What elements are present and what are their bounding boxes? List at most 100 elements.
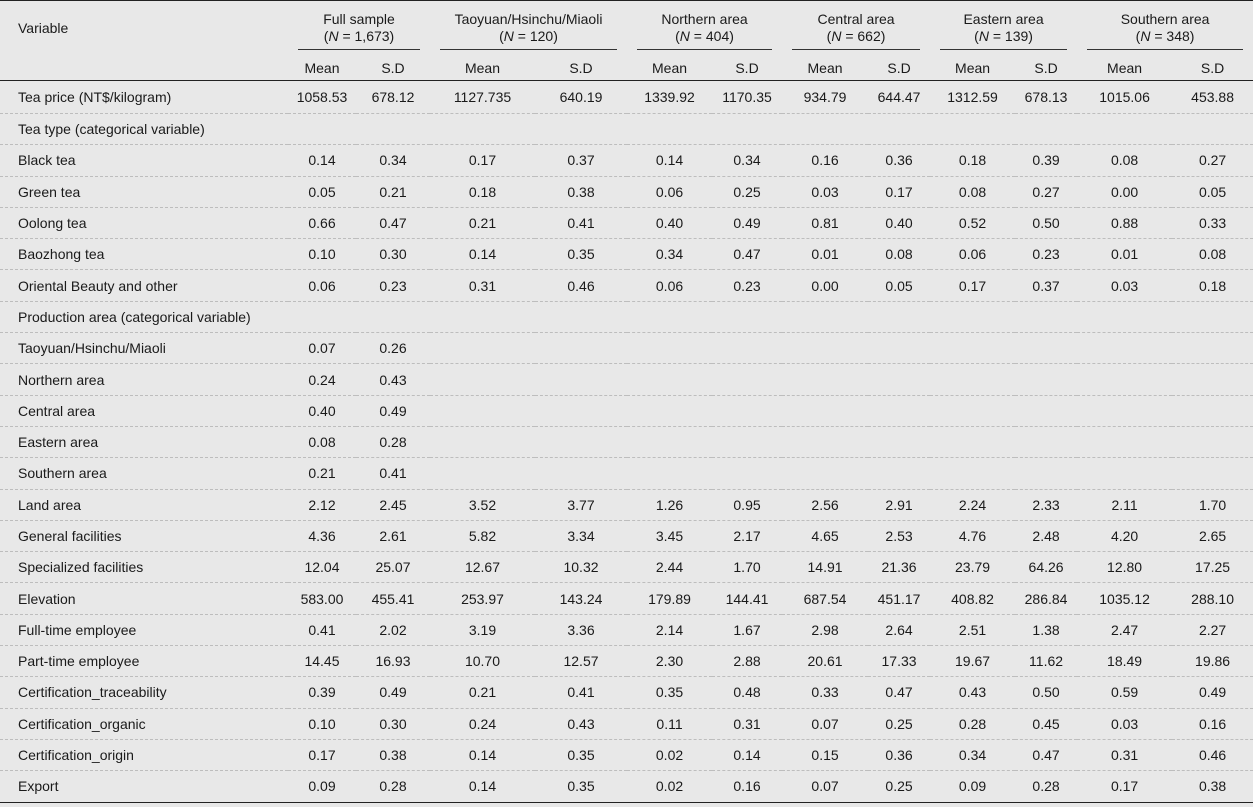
- sd-cell: 0.26: [356, 332, 430, 365]
- mean-cell: [430, 301, 535, 334]
- sd-cell: [1015, 395, 1078, 427]
- sd-cell: 19.86: [1172, 645, 1253, 678]
- group-header-northern: Northern area (N = 404): [627, 1, 782, 56]
- sd-cell: [1172, 301, 1253, 334]
- mean-cell: [627, 332, 713, 365]
- mean-cell: [930, 395, 1016, 427]
- mean-cell: [627, 395, 713, 427]
- mean-cell: [1077, 301, 1173, 334]
- mean-cell: 0.40: [288, 395, 356, 427]
- sd-cell: 2.91: [868, 489, 931, 521]
- mean-cell: 0.10: [288, 238, 356, 271]
- mean-cell: 0.14: [430, 238, 535, 271]
- mean-cell: 0.14: [288, 144, 356, 177]
- table-row: Taoyuan/Hsinchu/Miaoli 0.07 0.26: [0, 332, 1253, 365]
- table-row: Export 0.09 0.28 0.14 0.35 0.02 0.16 0.07 0.25 0.…: [0, 770, 1253, 803]
- group-n: (N = 404): [675, 27, 734, 44]
- group-n: (N = 348): [1135, 27, 1195, 44]
- mean-cell: 0.06: [627, 269, 713, 302]
- stat-header-sd: S.D: [868, 55, 931, 81]
- mean-cell: [430, 332, 535, 365]
- mean-cell: 0.08: [930, 176, 1016, 208]
- mean-cell: 0.11: [627, 708, 713, 740]
- sd-cell: 3.34: [535, 520, 628, 553]
- row-label: Tea price (NT$/kilogram): [0, 80, 288, 114]
- sd-cell: 143.24: [535, 582, 628, 615]
- sd-cell: 0.25: [868, 708, 931, 740]
- mean-cell: 1.26: [627, 489, 713, 521]
- mean-cell: 3.19: [430, 614, 535, 647]
- sd-cell: 0.41: [356, 457, 430, 490]
- sd-cell: 2.33: [1015, 489, 1078, 521]
- sd-cell: 0.37: [535, 144, 628, 177]
- mean-cell: 0.14: [430, 739, 535, 772]
- mean-cell: [288, 301, 356, 334]
- sd-cell: 0.47: [1015, 739, 1078, 772]
- stat-header-mean: Mean: [1077, 55, 1173, 81]
- stat-header-blank: [0, 55, 288, 81]
- sd-cell: 0.47: [712, 238, 783, 271]
- group-title: Southern area: [1120, 10, 1210, 27]
- row-label: Land area: [0, 489, 288, 521]
- sd-cell: 0.33: [1172, 207, 1253, 240]
- mean-cell: 179.89: [627, 582, 713, 615]
- mean-cell: 0.66: [288, 207, 356, 240]
- mean-cell: 5.82: [430, 520, 535, 553]
- mean-cell: 0.21: [430, 207, 535, 240]
- mean-cell: 0.16: [782, 144, 869, 177]
- mean-cell: [430, 395, 535, 427]
- mean-cell: 0.05: [288, 176, 356, 208]
- sd-cell: 678.12: [356, 80, 430, 114]
- sd-cell: [535, 426, 628, 459]
- mean-cell: 0.17: [930, 269, 1016, 302]
- sd-cell: 0.21: [356, 176, 430, 208]
- sd-cell: [1015, 363, 1078, 396]
- sd-cell: 3.77: [535, 489, 628, 521]
- mean-cell: 20.61: [782, 645, 869, 678]
- mean-cell: 1312.59: [930, 80, 1016, 114]
- sd-cell: 0.23: [1015, 238, 1078, 271]
- mean-cell: 0.81: [782, 207, 869, 240]
- mean-cell: 408.82: [930, 582, 1016, 615]
- row-label: Certification_traceability: [0, 676, 288, 709]
- mean-cell: 14.91: [782, 551, 869, 584]
- mean-cell: 0.03: [1077, 269, 1173, 302]
- mean-cell: 1035.12: [1077, 582, 1173, 615]
- mean-cell: [1077, 395, 1173, 427]
- row-label: General facilities: [0, 520, 288, 553]
- mean-cell: 14.45: [288, 645, 356, 678]
- row-label: Oolong tea: [0, 207, 288, 240]
- mean-cell: 2.30: [627, 645, 713, 678]
- sd-cell: [712, 426, 783, 459]
- row-label: Tea type (categorical variable): [0, 113, 288, 146]
- table-row: Northern area 0.24 0.43: [0, 363, 1253, 396]
- sd-cell: 17.33: [868, 645, 931, 678]
- mean-cell: 0.33: [782, 676, 869, 709]
- stat-header-sd: S.D: [356, 55, 430, 81]
- mean-cell: 18.49: [1077, 645, 1173, 678]
- sd-cell: 17.25: [1172, 551, 1253, 584]
- mean-cell: [1077, 426, 1173, 459]
- mean-cell: [1077, 113, 1173, 146]
- sd-cell: [535, 332, 628, 365]
- mean-cell: 0.09: [288, 770, 356, 803]
- table-row: Oriental Beauty and other 0.06 0.23 0.31 0.4…: [0, 269, 1253, 302]
- mean-cell: 0.15: [782, 739, 869, 772]
- mean-cell: 0.43: [930, 676, 1016, 709]
- sd-cell: 0.08: [868, 238, 931, 271]
- mean-cell: 0.07: [782, 770, 869, 803]
- sd-cell: 12.57: [535, 645, 628, 678]
- sd-cell: 0.18: [1172, 269, 1253, 302]
- mean-cell: 0.34: [930, 739, 1016, 772]
- mean-cell: 12.67: [430, 551, 535, 584]
- row-label: Export: [0, 770, 288, 803]
- table-row: Central area 0.40 0.49: [0, 395, 1253, 427]
- stat-header-sd: S.D: [712, 55, 783, 81]
- stat-header-mean: Mean: [430, 55, 535, 81]
- sd-cell: 0.25: [868, 770, 931, 803]
- sd-cell: [712, 301, 783, 334]
- sd-cell: [712, 113, 783, 146]
- sd-cell: 0.36: [868, 144, 931, 177]
- row-label: Part-time employee: [0, 645, 288, 678]
